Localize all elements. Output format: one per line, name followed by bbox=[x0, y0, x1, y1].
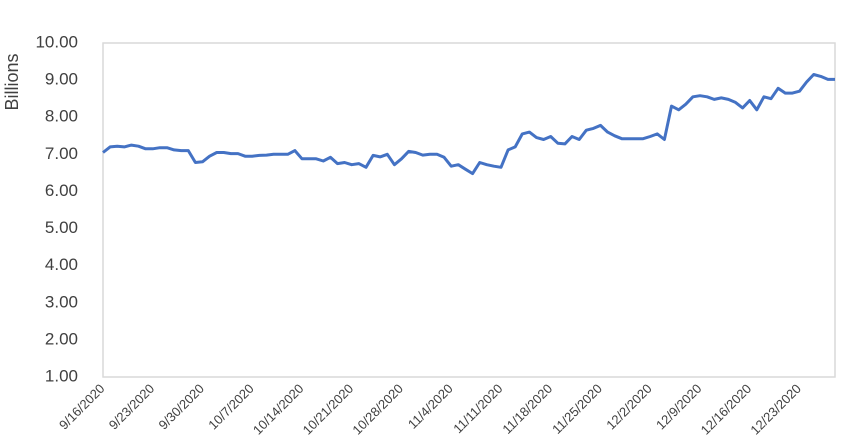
y-tick-label: 7.00 bbox=[45, 144, 78, 163]
x-tick-label: 9/16/2020 bbox=[56, 381, 108, 433]
x-tick-label: 12/23/2020 bbox=[747, 381, 804, 438]
y-tick-label: 1.00 bbox=[45, 366, 78, 385]
y-tick-label: 5.00 bbox=[45, 218, 78, 237]
y-tick-label: 6.00 bbox=[45, 181, 78, 200]
y-tick-label: 2.00 bbox=[45, 329, 78, 348]
x-tick-label: 11/11/2020 bbox=[450, 381, 505, 436]
y-tick-label: 10.00 bbox=[35, 32, 78, 51]
x-tick-label: 12/9/2020 bbox=[653, 381, 705, 433]
x-tick-label: 9/30/2020 bbox=[156, 381, 208, 433]
y-tick-label: 9.00 bbox=[45, 70, 78, 89]
plot-frame bbox=[102, 42, 836, 378]
y-tick-label: 8.00 bbox=[45, 107, 78, 126]
x-tick-label: 12/2/2020 bbox=[603, 381, 655, 433]
x-tick-label: 12/16/2020 bbox=[698, 381, 755, 438]
x-tick-label: 11/25/2020 bbox=[549, 381, 605, 437]
x-tick-label: 11/4/2020 bbox=[405, 381, 456, 432]
y-tick-label: 3.00 bbox=[45, 292, 78, 311]
x-tick-label: 10/14/2020 bbox=[250, 381, 307, 438]
x-tick-label: 10/28/2020 bbox=[349, 381, 406, 438]
x-tick-label: 10/21/2020 bbox=[300, 381, 357, 438]
x-tick-label: 9/23/2020 bbox=[106, 381, 158, 433]
x-tick-label: 11/18/2020 bbox=[499, 381, 555, 437]
y-tick-label: 4.00 bbox=[45, 255, 78, 274]
line-series bbox=[102, 73, 835, 176]
x-tick-label: 10/7/2020 bbox=[205, 381, 257, 433]
y-axis-label: Billions bbox=[2, 53, 22, 110]
